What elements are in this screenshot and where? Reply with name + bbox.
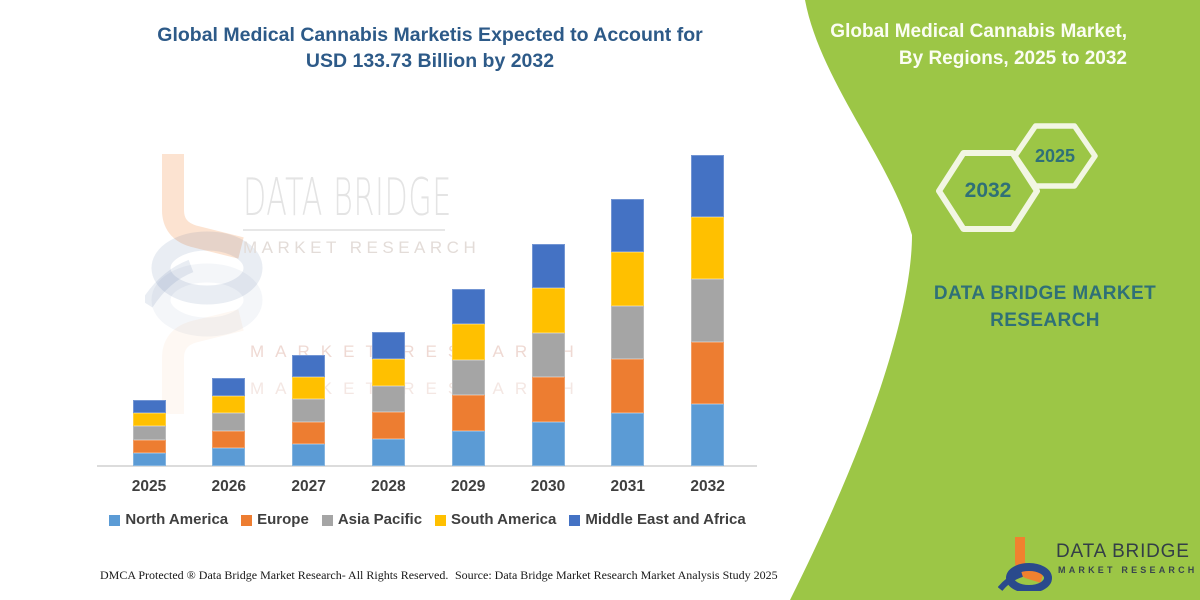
footer-source-text: Source: Data Bridge Market Research Mark… [455,568,778,582]
x-axis-label-2026: 2026 [211,478,247,495]
bar-segment-2031-europe [611,359,645,413]
bar-segment-2030-europe [531,377,565,422]
panel-brand-line2: RESEARCH [990,310,1100,331]
bar-segment-2029-europe [451,395,485,431]
legend: North America Europe Asia Pacific South Ame… [95,511,760,528]
x-axis-label-2027: 2027 [291,478,326,495]
bar-segment-2029-south-america [451,324,485,360]
bar-segment-2029-asia-pacific [451,359,485,396]
panel-header-line1: Global Medical Cannabis Market, [830,21,1127,42]
bar-segment-2028-north-america [371,439,405,466]
chart-title: Global Medical Cannabis Marketis Expecte… [130,22,730,74]
bar-segment-2030-asia-pacific [531,332,565,378]
bar-segment-2032-asia-pacific [691,279,725,342]
bar-segment-2031-middle-east-and-africa [611,198,645,253]
bar-segment-2031-south-america [611,252,645,306]
panel-header-line2: By Regions, 2025 to 2032 [898,48,1127,69]
legend-swatch [435,514,447,526]
legend-item-north-america: North America [109,511,228,528]
plot-area: 2025 2026 2027 2028 2029 2030 2031 2032 [95,140,760,495]
bar-segment-2025-asia-pacific [132,426,166,440]
bar-segment-2026-south-america [212,395,246,414]
bar-segment-2028-europe [371,412,405,440]
legend-label: Middle East and Africa [585,511,746,528]
legend-item-middle-east-and-africa: Middle East and Africa [569,511,746,528]
legend-swatch [241,514,253,526]
legend-item-europe: Europe [241,511,309,528]
logo-name-text: DATA BRIDGE [1056,541,1190,562]
bar-segment-2026-asia-pacific [212,413,246,431]
bar-segment-2029-north-america [451,430,485,466]
legend-swatch [109,514,121,526]
legend-item-asia-pacific: Asia Pacific [321,511,423,528]
x-axis-label-2031: 2031 [610,478,646,495]
bar-segment-2025-europe [132,439,166,453]
legend-label: South America [451,511,557,528]
bar-segment-2025-north-america [132,452,166,466]
footer-dmca-text: DMCA Protected ® Data Bridge Market Rese… [100,568,449,582]
bar-segment-2027-north-america [292,443,326,466]
bar-segment-2027-asia-pacific [292,399,326,422]
watermark-logo-icon [145,154,263,414]
bar-segment-2032-north-america [691,403,725,466]
panel-header: Global Medical Cannabis Market, By Regio… [767,18,1127,72]
watermark-sub-text: MARKET RESEARCH [243,238,481,257]
bar-segment-2028-asia-pacific [371,385,405,413]
legend-item-south-america: South America [435,511,556,528]
chart-title-line1: Global Medical Cannabis Marketis Expecte… [157,24,703,46]
watermark-brand-text: DATA BRIDGE [243,168,452,228]
bar-segment-2032-europe [691,341,725,404]
hexagon-2025-label: 2025 [1034,145,1076,166]
legend-label: Europe [257,511,309,528]
bar-segment-2032-south-america [691,217,725,280]
bar-segment-2032-middle-east-and-africa [691,154,725,218]
x-axis-label-2030: 2030 [530,478,566,495]
hexagon-2032-icon [936,150,1040,232]
x-axis-label-2028: 2028 [371,478,406,495]
panel-brand-line1: DATA BRIDGE MARKET [933,283,1157,304]
bar-segment-2025-south-america [132,413,166,427]
legend-swatch [321,514,333,526]
chart-title-line2: USD 133.73 Billion by 2032 [305,50,555,72]
bar-segment-2027-europe [292,421,326,444]
bar-segment-2031-asia-pacific [611,305,645,360]
bar-segment-2026-north-america [212,448,246,466]
legend-swatch [569,514,581,526]
bar-segment-2026-europe [212,430,246,449]
watermark-reflection-row1: MARKET RESEARCH [250,342,585,361]
legend-label: North America [125,511,229,528]
logo-sub-text: MARKET RESEARCH [1058,565,1198,575]
bar-segment-2029-middle-east-and-africa [451,288,485,325]
x-axis-line [97,465,757,467]
dbmr-logo-icon [998,537,1052,591]
bar-segment-2028-south-america [371,358,405,386]
bar-segment-2028-middle-east-and-africa [371,331,405,359]
bar-segment-2030-middle-east-and-africa [531,243,565,289]
bar-segment-2031-north-america [611,412,645,466]
hexagon-2032-label: 2032 [964,179,1012,202]
bar-segment-2030-north-america [531,421,565,466]
bar-segment-2025-middle-east-and-africa [132,399,166,414]
bar-segment-2026-middle-east-and-africa [212,377,246,396]
x-axis-label-2032: 2032 [690,478,725,495]
x-axis-label-2029: 2029 [450,478,486,495]
bar-segment-2027-south-america [292,377,326,400]
x-axis-label-2025: 2025 [131,478,167,495]
bar-segment-2027-middle-east-and-africa [292,354,326,378]
bar-segment-2030-south-america [531,288,565,333]
watermark-underline [243,229,445,231]
watermark-reflection-row2: MARKET RESEARCH [250,379,585,398]
legend-label: Asia Pacific [337,511,423,528]
panel-brand-text: DATA BRIDGE MARKET RESEARCH [928,280,1162,334]
